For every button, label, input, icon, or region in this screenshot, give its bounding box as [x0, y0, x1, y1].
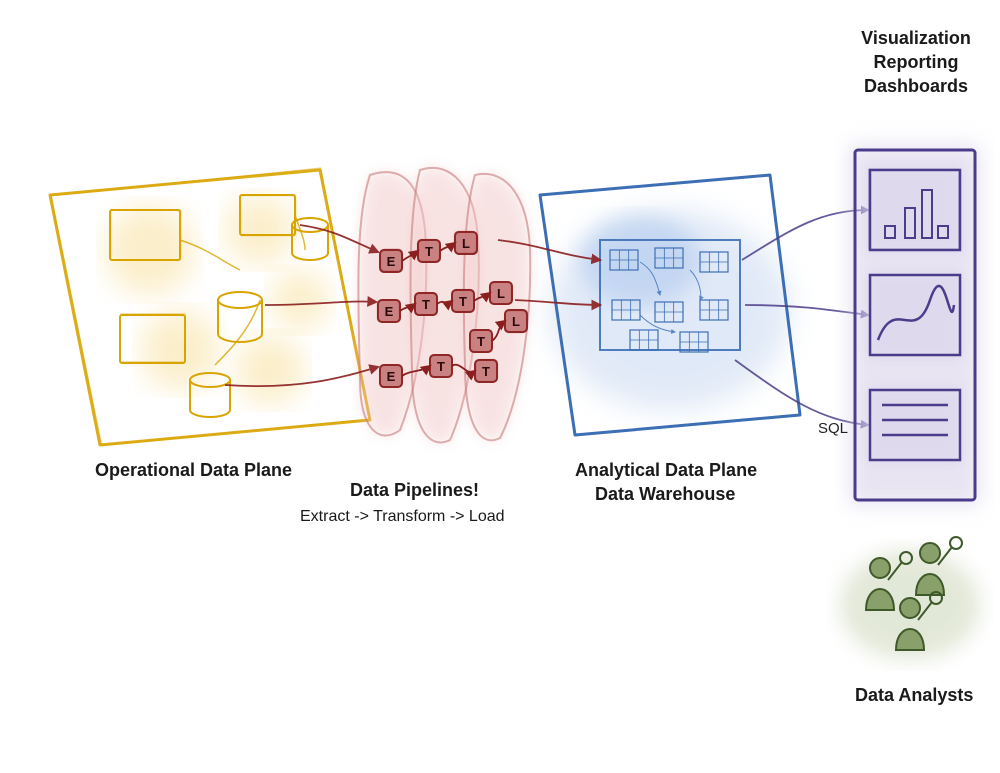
svg-text:T: T [425, 244, 433, 259]
svg-text:E: E [387, 254, 396, 269]
svg-text:T: T [482, 364, 490, 379]
svg-text:T: T [477, 334, 485, 349]
visualization-panel [849, 144, 981, 506]
svg-text:T: T [459, 294, 467, 309]
svg-text:L: L [512, 314, 520, 329]
svg-text:L: L [497, 286, 505, 301]
svg-text:E: E [385, 304, 394, 319]
svg-text:L: L [462, 236, 470, 251]
operational-data-plane [50, 168, 370, 445]
data-analysts [840, 537, 980, 660]
svg-text:T: T [437, 359, 445, 374]
svg-text:T: T [422, 297, 430, 312]
diagram-canvas: ETLETTLTLETT [0, 0, 1000, 773]
data-pipelines: ETLETTLTLETT [358, 168, 530, 443]
svg-text:E: E [387, 369, 396, 384]
